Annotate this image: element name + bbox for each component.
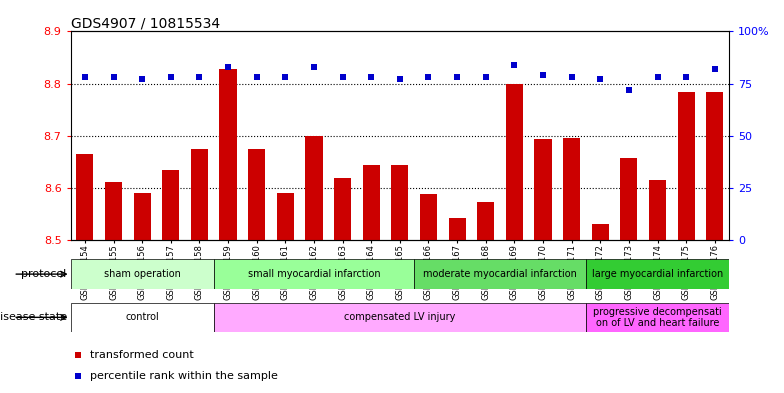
Text: progressive decompensati
on of LV and heart failure: progressive decompensati on of LV and he… [593,307,722,328]
Bar [191,149,208,240]
Bar [420,195,437,240]
Point [250,74,263,81]
Bar [677,92,695,240]
Text: small myocardial infarction: small myocardial infarction [248,269,380,279]
Point [279,74,292,81]
Bar [76,154,93,240]
Bar [535,139,552,240]
Bar [248,149,265,240]
Point [350,242,363,249]
Bar [649,180,666,240]
Text: control: control [125,312,159,322]
Bar [592,224,609,240]
Bar [133,193,151,240]
Bar [620,158,637,240]
Point [622,86,635,93]
Point [350,54,363,60]
Text: moderate myocardial infarction: moderate myocardial infarction [423,269,577,279]
Text: GDS4907 / 10815534: GDS4907 / 10815534 [71,16,220,30]
Point [565,74,578,81]
Bar [414,259,586,289]
Bar [706,92,724,240]
Bar [71,303,214,332]
Bar [448,218,466,240]
Text: protocol: protocol [21,269,67,279]
Point [537,72,550,78]
Point [336,74,349,81]
Text: large myocardial infarction: large myocardial infarction [592,269,723,279]
Point [480,74,492,81]
Bar [586,303,729,332]
Bar [363,165,379,240]
Text: compensated LV injury: compensated LV injury [344,312,456,322]
Bar [214,303,586,332]
Bar [105,182,122,240]
Text: sham operation: sham operation [103,269,180,279]
Point [78,74,91,81]
Bar [71,259,214,289]
Point [423,74,435,81]
Bar [277,193,294,240]
Point [594,76,607,83]
Point [508,62,521,68]
Point [136,76,148,83]
Point [652,74,664,81]
Bar [214,259,414,289]
Point [107,74,120,81]
Point [165,74,177,81]
Bar [506,83,523,240]
Bar [305,136,322,240]
Bar [586,259,729,289]
Point [193,74,205,81]
Point [365,74,377,81]
Bar [162,171,180,240]
Point [451,74,463,81]
Bar [220,69,237,240]
Text: transformed count: transformed count [90,350,194,360]
Point [709,66,721,72]
Text: percentile rank within the sample: percentile rank within the sample [90,371,278,381]
Bar [334,178,351,240]
Bar [391,165,408,240]
Bar [477,202,495,240]
Point [307,64,320,70]
Bar [563,138,580,240]
Text: disease state: disease state [0,312,67,322]
Point [680,74,692,81]
Point [394,76,406,83]
Point [222,64,234,70]
